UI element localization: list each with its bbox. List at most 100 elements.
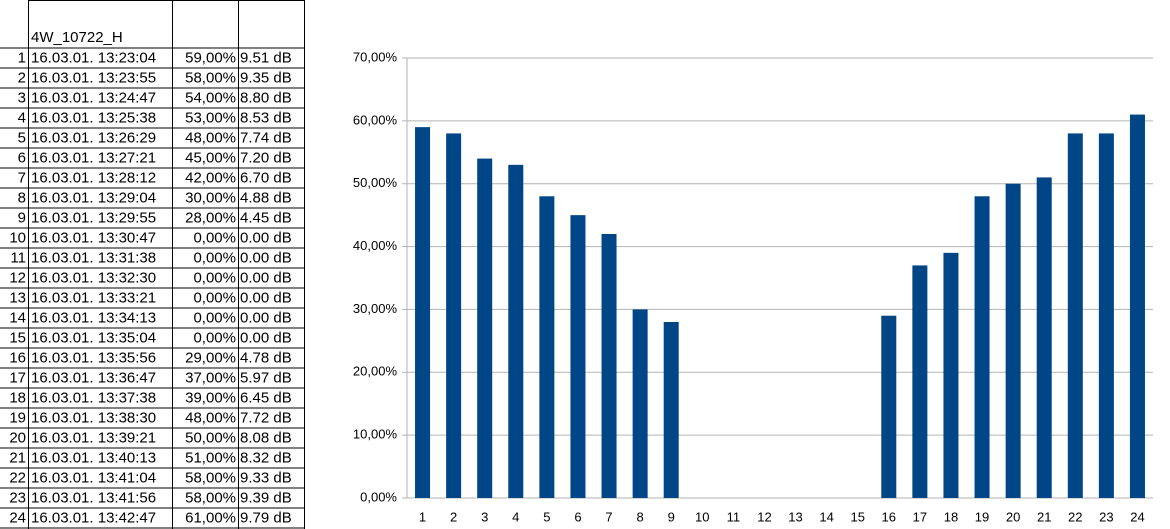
bar bbox=[1098, 133, 1114, 498]
timestamp: 16.03.01. 13:32:30 bbox=[31, 269, 156, 286]
y-tick-label: 40,00% bbox=[353, 238, 398, 253]
x-tick-label: 18 bbox=[944, 509, 958, 524]
percentage: 50,00% bbox=[185, 429, 236, 446]
x-tick-label: 6 bbox=[574, 509, 581, 524]
percentage: 37,00% bbox=[185, 369, 236, 386]
snr-db: 5.97 dB bbox=[240, 369, 292, 386]
timestamp: 16.03.01. 13:41:04 bbox=[31, 469, 156, 486]
x-tick-label: 15 bbox=[850, 509, 864, 524]
x-tick-label: 14 bbox=[819, 509, 833, 524]
x-tick-label: 3 bbox=[481, 509, 488, 524]
x-tick-label: 22 bbox=[1068, 509, 1082, 524]
timestamp: 16.03.01. 13:31:38 bbox=[31, 249, 156, 266]
snr-db: 8.80 dB bbox=[240, 89, 292, 106]
x-tick-label: 24 bbox=[1130, 509, 1144, 524]
row-number: 18 bbox=[9, 389, 26, 406]
snr-db: 8.53 dB bbox=[240, 109, 292, 126]
snr-db: 6.70 dB bbox=[240, 169, 292, 186]
row-number: 22 bbox=[9, 469, 26, 486]
row-number: 16 bbox=[9, 349, 26, 366]
bar bbox=[1129, 114, 1145, 499]
bar bbox=[1036, 177, 1052, 498]
x-tick-label: 2 bbox=[450, 509, 457, 524]
timestamp: 16.03.01. 13:24:47 bbox=[31, 89, 156, 106]
row-number: 13 bbox=[9, 289, 26, 306]
timestamp: 16.03.01. 13:28:12 bbox=[31, 169, 156, 186]
percentage: 58,00% bbox=[185, 489, 236, 506]
snr-db: 8.08 dB bbox=[240, 429, 292, 446]
bar bbox=[477, 158, 493, 499]
snr-db: 7.72 dB bbox=[240, 409, 292, 426]
timestamp: 16.03.01. 13:27:21 bbox=[31, 149, 156, 166]
row-number: 6 bbox=[18, 149, 26, 166]
y-tick-label: 30,00% bbox=[353, 301, 398, 316]
timestamp: 16.03.01. 13:38:30 bbox=[31, 409, 156, 426]
snr-db: 4.45 dB bbox=[240, 209, 292, 226]
timestamp: 16.03.01. 13:39:21 bbox=[31, 429, 156, 446]
bar bbox=[508, 164, 524, 498]
timestamp: 16.03.01. 13:26:29 bbox=[31, 129, 156, 146]
snr-db: 0.00 dB bbox=[240, 269, 292, 286]
x-tick-label: 11 bbox=[727, 509, 741, 524]
row-number: 8 bbox=[18, 189, 26, 206]
percentage: 53,00% bbox=[185, 109, 236, 126]
percentage: 29,00% bbox=[185, 349, 236, 366]
row-number: 4 bbox=[18, 109, 26, 126]
snr-db: 0.00 dB bbox=[240, 229, 292, 246]
timestamp: 16.03.01. 13:34:13 bbox=[31, 309, 156, 326]
snr-db: 7.20 dB bbox=[240, 149, 292, 166]
percentage: 61,00% bbox=[185, 509, 236, 526]
bar bbox=[446, 133, 462, 498]
snr-db: 7.74 dB bbox=[240, 129, 292, 146]
row-number: 10 bbox=[9, 229, 26, 246]
bar bbox=[881, 315, 897, 498]
bar bbox=[632, 309, 648, 498]
x-tick-label: 10 bbox=[695, 509, 709, 524]
row-number: 15 bbox=[9, 329, 26, 346]
y-tick-label: 0,00% bbox=[360, 489, 397, 504]
percentage: 28,00% bbox=[185, 209, 236, 226]
row-number: 1 bbox=[18, 49, 26, 66]
snr-db: 9.51 dB bbox=[240, 49, 292, 66]
percentage: 0,00% bbox=[193, 249, 236, 266]
x-tick-label: 19 bbox=[975, 509, 989, 524]
snr-db: 9.35 dB bbox=[240, 69, 292, 86]
snr-db: 9.39 dB bbox=[240, 489, 292, 506]
percentage: 54,00% bbox=[185, 89, 236, 106]
percentage: 30,00% bbox=[185, 189, 236, 206]
timestamp: 16.03.01. 13:37:38 bbox=[31, 389, 156, 406]
row-number: 20 bbox=[9, 429, 26, 446]
snr-db: 9.33 dB bbox=[240, 469, 292, 486]
timestamp: 16.03.01. 13:29:55 bbox=[31, 209, 156, 226]
percentage: 39,00% bbox=[185, 389, 236, 406]
row-number: 19 bbox=[9, 409, 26, 426]
y-tick-label: 60,00% bbox=[353, 112, 398, 127]
timestamp: 16.03.01. 13:35:56 bbox=[31, 349, 156, 366]
percentage: 48,00% bbox=[185, 129, 236, 146]
x-tick-label: 20 bbox=[1006, 509, 1020, 524]
row-number: 24 bbox=[9, 509, 26, 526]
percentage: 0,00% bbox=[193, 269, 236, 286]
row-number: 2 bbox=[18, 69, 26, 86]
timestamp: 16.03.01. 13:29:04 bbox=[31, 189, 156, 206]
snr-db: 6.45 dB bbox=[240, 389, 292, 406]
percentage: 0,00% bbox=[193, 289, 236, 306]
timestamp: 16.03.01. 13:40:13 bbox=[31, 449, 156, 466]
x-tick-label: 5 bbox=[543, 509, 550, 524]
timestamp: 16.03.01. 13:42:47 bbox=[31, 509, 156, 526]
bar bbox=[1067, 133, 1083, 498]
x-tick-label: 13 bbox=[788, 509, 802, 524]
percentage: 0,00% bbox=[193, 329, 236, 346]
bar bbox=[570, 215, 586, 498]
bar bbox=[539, 196, 555, 499]
row-number: 12 bbox=[9, 269, 26, 286]
y-tick-label: 50,00% bbox=[353, 175, 398, 190]
x-tick-label: 7 bbox=[605, 509, 612, 524]
timestamp: 16.03.01. 13:41:56 bbox=[31, 489, 156, 506]
bar bbox=[1005, 183, 1021, 498]
timestamp: 16.03.01. 13:30:47 bbox=[31, 229, 156, 246]
row-number: 3 bbox=[18, 89, 26, 106]
row-number: 17 bbox=[9, 369, 26, 386]
bar bbox=[943, 252, 959, 498]
